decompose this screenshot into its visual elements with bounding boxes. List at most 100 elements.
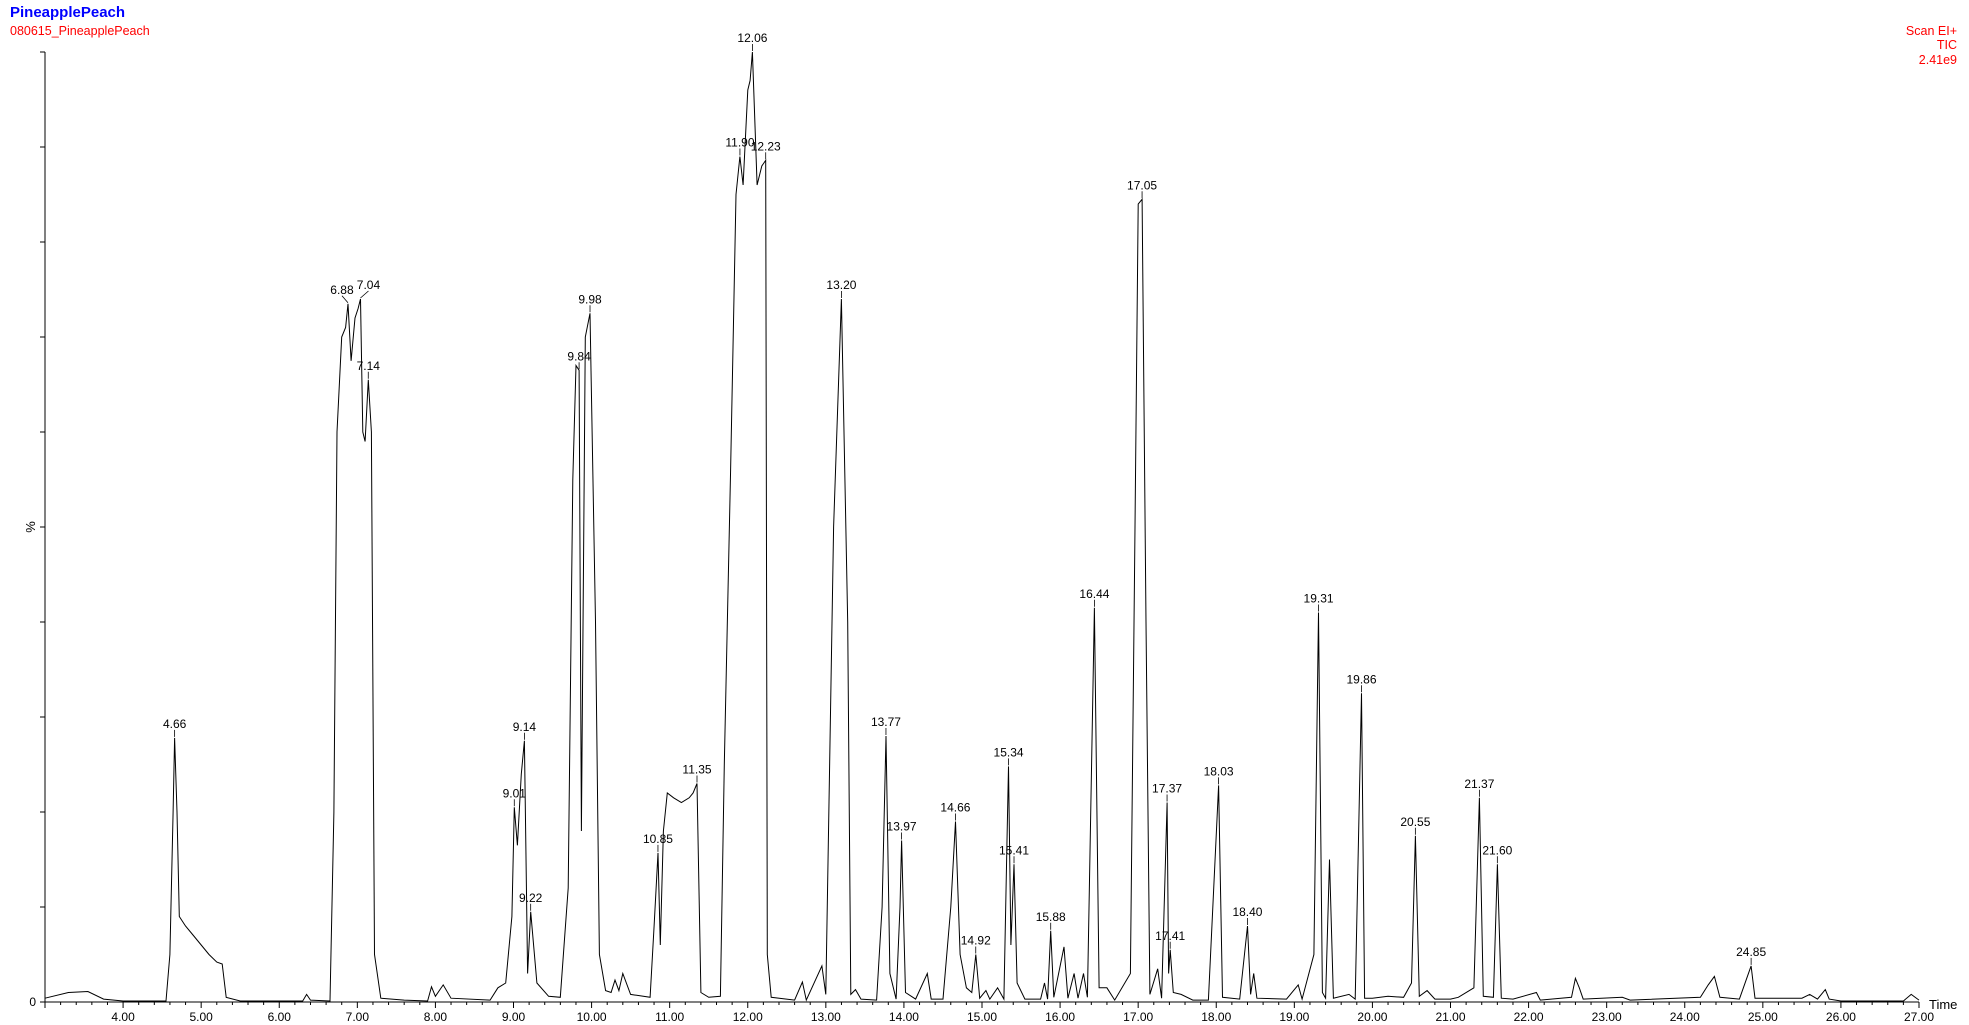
peak-label: 11.35 — [682, 763, 712, 783]
peak-label-text: 9.22 — [519, 891, 543, 905]
peak-label-text: 21.37 — [1464, 777, 1494, 791]
x-tick-label: 21.00 — [1435, 1010, 1465, 1024]
tic-trace-line — [44, 51, 1920, 1002]
peak-label: 9.14 — [513, 720, 537, 740]
peak-label-text: 14.92 — [961, 934, 991, 948]
peak-label: 20.55 — [1400, 815, 1431, 835]
peak-label-text: 24.85 — [1736, 945, 1766, 959]
peak-label: 15.41 — [999, 843, 1029, 864]
peak-label: 18.03 — [1204, 764, 1234, 785]
peak-label-text: 17.37 — [1152, 782, 1182, 796]
peak-label: 19.86 — [1346, 672, 1377, 693]
x-tick-label: 9.00 — [502, 1010, 526, 1024]
peak-label: 10.85 — [643, 832, 673, 852]
peak-label-text: 9.84 — [567, 349, 591, 363]
x-tick-label: 17.00 — [1123, 1010, 1153, 1024]
peak-label: 13.20 — [826, 278, 857, 298]
peak-label-text: 13.20 — [826, 278, 856, 292]
peak-label: 13.77 — [871, 715, 901, 735]
peak-label-text: 17.05 — [1127, 178, 1157, 192]
peak-label: 16.44 — [1079, 587, 1110, 607]
max-intensity-label: 2.41e9 — [1918, 53, 1957, 67]
x-tick-label: 7.00 — [346, 1010, 370, 1024]
chart-axes: 4.00 5.00 6.00 7.00 8.00 9.00 10.00 11.00 12.00 1… — [29, 51, 1934, 1024]
x-tick-label: 15.00 — [967, 1010, 997, 1024]
peak-label-text: 9.14 — [513, 720, 537, 734]
peak-label: 14.92 — [961, 934, 991, 954]
x-tick-label: 12.00 — [733, 1010, 763, 1024]
chart-title: PineapplePeach — [10, 4, 126, 21]
peak-label-text: 9.98 — [578, 292, 602, 306]
peak-label: 9.01 — [503, 786, 527, 807]
peak-label: 17.05 — [1127, 178, 1157, 199]
peak-label-text: 13.77 — [871, 715, 901, 729]
x-tick-label: 27.00 — [1904, 1010, 1934, 1024]
peak-label-text: 21.60 — [1482, 843, 1512, 857]
x-tick-label: 22.00 — [1514, 1010, 1544, 1024]
peak-label: 17.41 — [1155, 929, 1186, 949]
x-tick-label: 13.00 — [811, 1010, 841, 1024]
peak-label-text: 7.14 — [357, 359, 381, 373]
peak-label: 14.66 — [940, 801, 971, 821]
peak-label: 12.06 — [737, 31, 768, 51]
x-tick-label: 25.00 — [1748, 1010, 1778, 1024]
sample-name: 080615_PineapplePeach — [10, 24, 150, 38]
x-tick-label: 26.00 — [1826, 1010, 1856, 1024]
x-tick-label: 5.00 — [189, 1010, 213, 1024]
peak-label-text: 6.88 — [330, 283, 354, 297]
peak-label-text: 7.04 — [357, 278, 381, 292]
x-tick-label: 11.00 — [655, 1010, 684, 1024]
peak-label-text: 12.06 — [737, 31, 767, 45]
x-tick-label: 16.00 — [1045, 1010, 1075, 1024]
peak-label-text: 9.01 — [503, 786, 527, 800]
y-tick-label: 0 — [29, 995, 36, 1009]
peak-label: 9.98 — [578, 292, 602, 313]
x-axis-label: Time — [1929, 997, 1957, 1012]
x-tick-label: 23.00 — [1592, 1010, 1622, 1024]
peak-label: 9.22 — [519, 891, 543, 911]
peak-label-text: 18.40 — [1232, 905, 1262, 919]
peak-label: 21.37 — [1464, 777, 1495, 797]
peak-label-text: 14.66 — [940, 801, 970, 815]
scan-mode-label: Scan EI+ — [1905, 24, 1957, 38]
peak-label-text: 15.88 — [1036, 910, 1066, 924]
peak-label: 13.97 — [887, 820, 917, 840]
trace-type-label: TIC — [1936, 38, 1957, 52]
x-tick-label: 8.00 — [424, 1010, 448, 1024]
peak-label: 15.88 — [1036, 910, 1066, 930]
peak-label: 21.60 — [1482, 843, 1513, 864]
peak-label-text: 18.03 — [1204, 764, 1234, 778]
peak-label-text: 17.41 — [1155, 929, 1185, 943]
peak-label-leader — [360, 290, 369, 299]
peak-label-text: 15.34 — [994, 745, 1024, 759]
peak-label-text: 12.23 — [751, 139, 781, 153]
peak-label-text: 10.85 — [643, 832, 673, 846]
peak-label-leader — [341, 295, 349, 304]
x-tick-label: 20.00 — [1357, 1010, 1387, 1024]
peak-label: 18.40 — [1232, 905, 1263, 925]
x-tick-label: 24.00 — [1670, 1010, 1700, 1024]
x-tick-label: 19.00 — [1279, 1010, 1309, 1024]
peak-label: 7.04 — [357, 278, 381, 299]
x-tick-label: 10.00 — [577, 1010, 607, 1024]
y-axis-label: % — [23, 521, 38, 533]
peak-label: 19.31 — [1304, 592, 1334, 612]
peak-labels: 4.66 6.88 7.04 7.14 9.01 9.14 9.22 9.84 9.98 10.8… — [163, 31, 1766, 965]
peak-label: 12.23 — [751, 139, 781, 160]
peak-label-text: 11.90 — [725, 136, 754, 150]
peak-label-text: 19.31 — [1304, 592, 1334, 606]
peak-label: 6.88 — [330, 283, 354, 304]
peak-label-text: 16.44 — [1079, 587, 1109, 601]
peak-label-text: 13.97 — [887, 820, 917, 834]
peak-label-text: 4.66 — [163, 717, 187, 731]
peak-label: 7.14 — [357, 359, 381, 379]
x-tick-label: 6.00 — [268, 1010, 292, 1024]
peak-label-text: 11.35 — [682, 763, 711, 777]
peak-label: 15.34 — [994, 745, 1024, 766]
peak-label-text: 15.41 — [999, 843, 1029, 857]
x-tick-label: 14.00 — [889, 1010, 919, 1024]
peak-label: 9.84 — [567, 349, 591, 370]
x-tick-label: 4.00 — [111, 1010, 135, 1024]
peak-label: 24.85 — [1736, 945, 1766, 965]
